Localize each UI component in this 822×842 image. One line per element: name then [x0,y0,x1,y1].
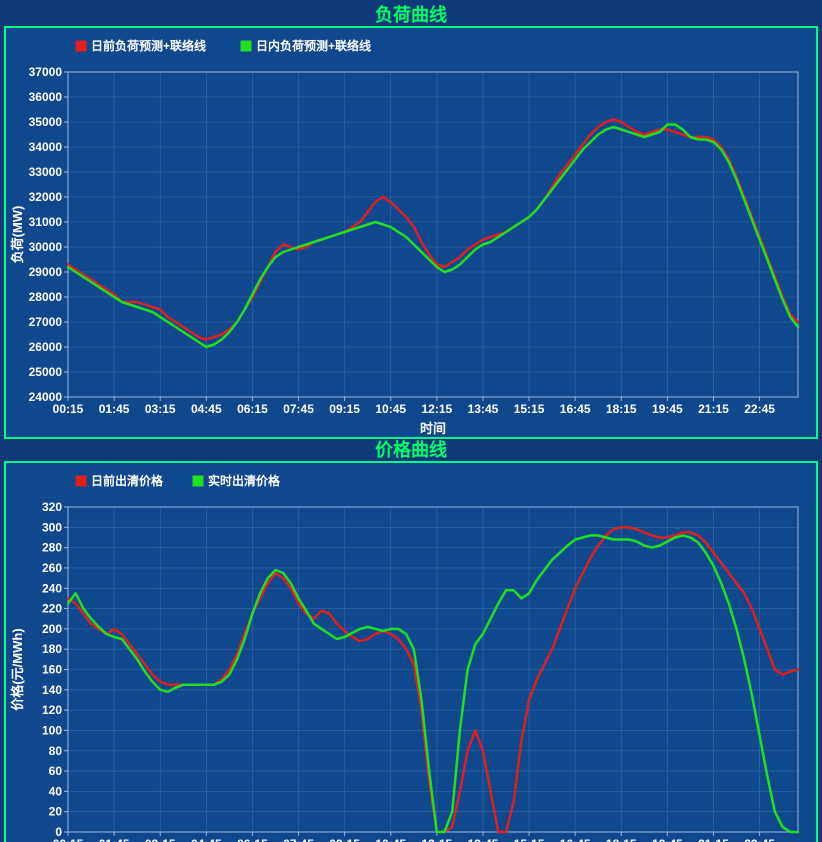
svg-text:时间: 时间 [420,421,446,436]
svg-text:日内负荷预测+联络线: 日内负荷预测+联络线 [256,38,371,53]
svg-text:06:15: 06:15 [237,402,268,416]
svg-text:12:15: 12:15 [421,837,452,842]
svg-text:07:45: 07:45 [283,402,314,416]
dashboard-container: 负荷曲线 24000250002600027000280002900030000… [0,0,822,842]
svg-text:21:15: 21:15 [698,402,729,416]
svg-text:29000: 29000 [29,265,63,279]
svg-text:320: 320 [42,500,62,514]
svg-text:31000: 31000 [29,215,63,229]
svg-text:16:45: 16:45 [560,402,591,416]
svg-text:60: 60 [49,764,63,778]
svg-text:32000: 32000 [29,190,63,204]
chart2-panel: 0204060801001201401601802002202402602803… [4,461,818,842]
svg-text:00:15: 00:15 [53,837,84,842]
chart2-title: 价格曲线 [4,439,818,461]
svg-text:10:45: 10:45 [375,402,406,416]
svg-text:10:45: 10:45 [375,837,406,842]
svg-text:12:15: 12:15 [421,402,452,416]
svg-text:40: 40 [49,784,63,798]
svg-text:33000: 33000 [29,165,63,179]
svg-text:240: 240 [42,581,62,595]
svg-text:120: 120 [42,703,62,717]
svg-text:15:15: 15:15 [514,402,545,416]
svg-text:01:45: 01:45 [99,402,130,416]
svg-text:160: 160 [42,663,62,677]
svg-text:34000: 34000 [29,140,63,154]
svg-text:负荷(MW): 负荷(MW) [10,206,25,264]
svg-text:19:45: 19:45 [652,402,683,416]
svg-text:日前出清价格: 日前出清价格 [91,473,164,488]
chart2-svg: 0204060801001201401601802002202402602803… [6,463,816,842]
svg-text:20: 20 [49,805,63,819]
svg-text:09:15: 09:15 [329,837,360,842]
svg-text:260: 260 [42,561,62,575]
svg-text:13:45: 13:45 [468,837,499,842]
chart1-svg: 2400025000260002700028000290003000031000… [6,28,816,437]
svg-text:22:45: 22:45 [744,402,775,416]
svg-text:220: 220 [42,602,62,616]
svg-text:30000: 30000 [29,240,63,254]
chart1-title: 负荷曲线 [4,4,818,26]
svg-text:日前负荷预测+联络线: 日前负荷预测+联络线 [91,38,206,53]
svg-text:26000: 26000 [29,340,63,354]
svg-text:15:15: 15:15 [514,837,545,842]
svg-text:18:15: 18:15 [606,837,637,842]
svg-text:35000: 35000 [29,115,63,129]
svg-text:01:45: 01:45 [99,837,130,842]
svg-text:140: 140 [42,683,62,697]
svg-text:价格(元/MWh): 价格(元/MWh) [10,628,25,710]
svg-text:18:15: 18:15 [606,402,637,416]
svg-text:200: 200 [42,622,62,636]
chart1-panel: 2400025000260002700028000290003000031000… [4,26,818,439]
svg-text:03:15: 03:15 [145,402,176,416]
svg-text:21:15: 21:15 [698,837,729,842]
svg-text:22:45: 22:45 [744,837,775,842]
svg-text:25000: 25000 [29,365,63,379]
svg-text:04:45: 04:45 [191,837,222,842]
svg-text:13:45: 13:45 [468,402,499,416]
svg-text:实时出清价格: 实时出清价格 [208,473,281,488]
svg-text:28000: 28000 [29,290,63,304]
svg-text:06:15: 06:15 [237,837,268,842]
svg-text:16:45: 16:45 [560,837,591,842]
svg-text:180: 180 [42,642,62,656]
svg-text:04:45: 04:45 [191,402,222,416]
svg-text:300: 300 [42,520,62,534]
svg-text:100: 100 [42,723,62,737]
svg-text:37000: 37000 [29,65,63,79]
svg-text:00:15: 00:15 [53,402,84,416]
svg-text:03:15: 03:15 [145,837,176,842]
svg-text:36000: 36000 [29,90,63,104]
svg-text:80: 80 [49,744,63,758]
svg-text:27000: 27000 [29,315,63,329]
svg-text:09:15: 09:15 [329,402,360,416]
svg-text:19:45: 19:45 [652,837,683,842]
svg-text:280: 280 [42,541,62,555]
svg-text:07:45: 07:45 [283,837,314,842]
